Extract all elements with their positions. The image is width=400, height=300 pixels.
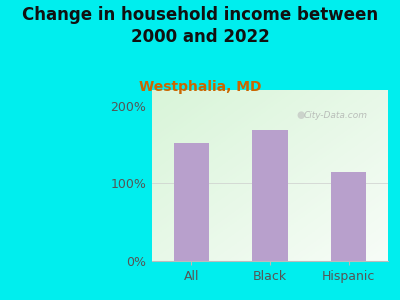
Bar <box>252 130 288 261</box>
Text: ●: ● <box>296 110 305 120</box>
Bar <box>174 143 209 261</box>
Text: City-Data.com: City-Data.com <box>304 111 368 120</box>
Bar <box>331 172 366 261</box>
Text: Westphalia, MD: Westphalia, MD <box>139 80 261 94</box>
Text: Change in household income between
2000 and 2022: Change in household income between 2000 … <box>22 6 378 46</box>
